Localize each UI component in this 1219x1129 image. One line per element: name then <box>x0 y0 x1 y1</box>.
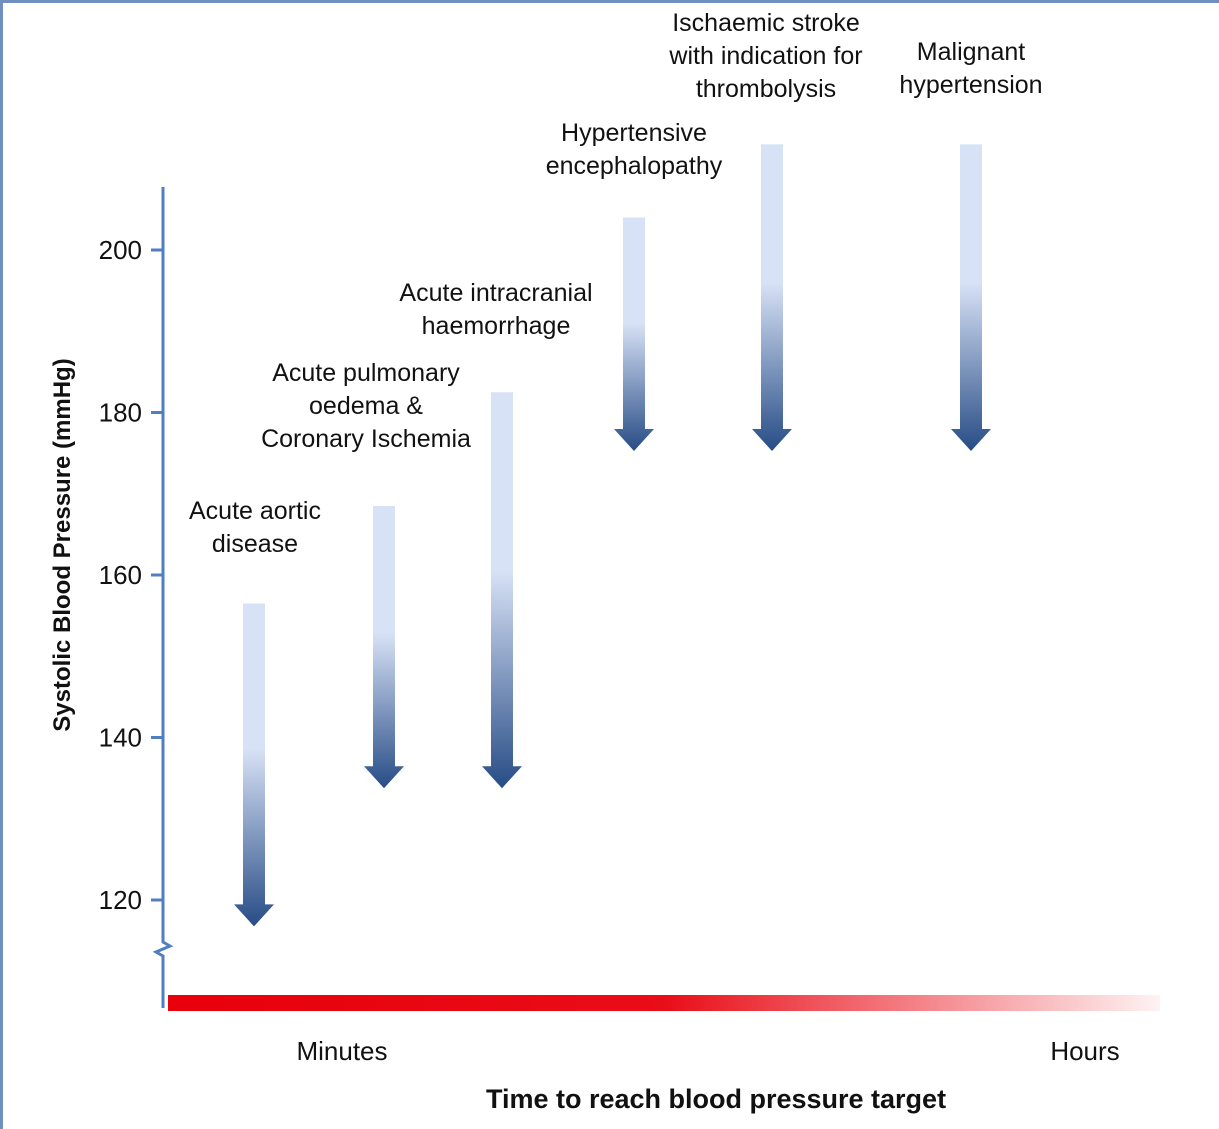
y-axis: 120 140 160 180 200 <box>99 187 174 1008</box>
bp-arrow <box>951 144 991 451</box>
bp-arrow <box>234 603 274 927</box>
bp-arrow <box>364 505 404 789</box>
y-tick-label: 200 <box>99 235 142 265</box>
time-gradient-bar <box>168 995 1160 1011</box>
condition-label: Ischaemic stroke with indication for throm… <box>668 9 862 103</box>
condition-label: Malignant hypertension <box>899 38 1042 99</box>
y-axis-line <box>152 187 174 1008</box>
y-tick-label: 140 <box>99 723 142 753</box>
y-tick-label: 180 <box>99 398 142 428</box>
y-tick-label: 120 <box>99 885 142 915</box>
bp-arrow <box>752 144 792 451</box>
bp-arrow <box>614 217 654 451</box>
y-axis-title: Systolic Blood Pressure (mmHg) <box>49 358 76 731</box>
condition-label: Acute pulmonary oedema & Coronary Ischemia <box>261 359 471 453</box>
y-tick-label: 160 <box>99 560 142 590</box>
x-axis-title: Time to reach blood pressure target <box>486 1084 946 1114</box>
condition-label: Acute aortic disease <box>189 497 321 558</box>
y-ticks: 120 140 160 180 200 <box>99 235 163 915</box>
condition-label: Hypertensive encephalopathy <box>546 119 723 180</box>
bp-arrow <box>482 392 522 789</box>
x-label-hours: Hours <box>1050 1036 1119 1066</box>
condition-label: Acute intracranial haemorrhage <box>399 279 592 340</box>
x-label-minutes: Minutes <box>296 1036 387 1066</box>
condition-labels: Acute aortic disease Acute pulmonary oedema… <box>189 9 1043 558</box>
condition-arrows <box>234 144 991 927</box>
